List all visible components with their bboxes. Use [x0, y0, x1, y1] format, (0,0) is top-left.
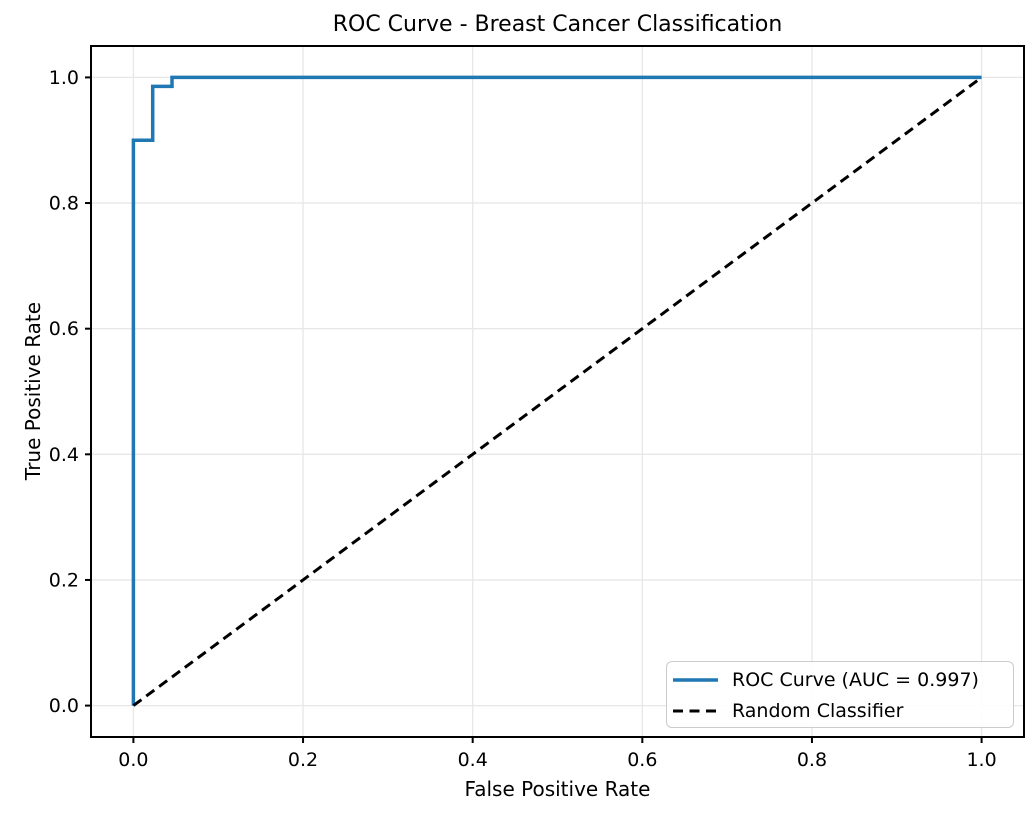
y-tick-label: 1.0 [49, 67, 79, 89]
x-tick-label: 0.6 [627, 749, 657, 771]
axes-spines [90, 45, 1025, 738]
y-tick-label: 0.2 [49, 569, 79, 591]
legend-row: ROC Curve (AUC = 0.997) [673, 664, 1013, 695]
y-tick-label: 0.0 [49, 695, 79, 717]
legend-label: ROC Curve (AUC = 0.997) [732, 668, 979, 691]
x-tick-label: 0.8 [797, 749, 827, 771]
x-axis-label: False Positive Rate [464, 777, 651, 801]
y-axis-label: True Positive Rate [21, 301, 45, 481]
x-tick-label: 1.0 [966, 749, 996, 771]
chart-title: ROC Curve - Breast Cancer Classification [332, 12, 783, 37]
roc-curve-line [131, 75, 982, 706]
x-tick-label: 0.2 [288, 749, 318, 771]
random-classifier-line [132, 76, 983, 707]
y-tick-label: 0.4 [49, 444, 79, 466]
random-classifier-swatch [673, 709, 718, 712]
x-tick-label: 0.0 [118, 749, 148, 771]
y-tick-label: 0.8 [49, 193, 79, 215]
roc-curve-swatch [673, 677, 718, 682]
legend-label: Random Classifier [732, 699, 904, 722]
legend: ROC Curve (AUC = 0.997) Random Classifier [666, 661, 1014, 728]
x-tick-label: 0.4 [458, 749, 488, 771]
y-tick-label: 0.6 [49, 318, 79, 340]
legend-row: Random Classifier [673, 695, 1013, 726]
